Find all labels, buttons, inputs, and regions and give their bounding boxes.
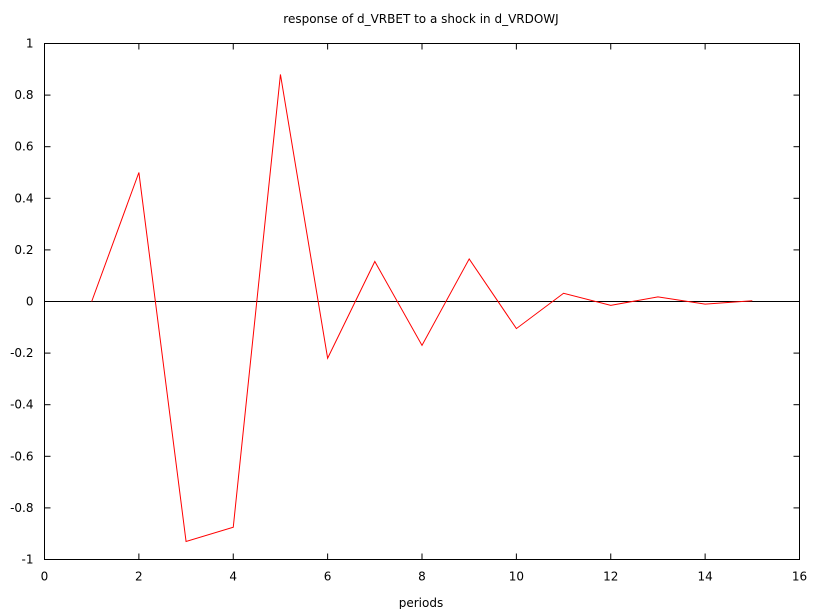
y-tick-label: 0.6 [14,140,33,154]
data-point [563,293,564,294]
data-point [705,304,706,305]
data-point [233,527,234,528]
data-point [752,300,753,301]
y-tick-label: 0 [26,295,34,309]
data-point [91,301,92,302]
x-tick-label: 8 [418,570,426,584]
data-point [516,328,517,329]
series-layer [91,74,753,543]
y-tick-label: 0.2 [14,243,33,257]
data-point [374,261,375,262]
x-tick-label: 6 [324,570,332,584]
data-point [469,258,470,259]
y-tick-label: 1 [26,37,34,51]
data-point [138,172,139,173]
data-point [422,345,423,346]
y-tick-label: -0.4 [10,398,33,412]
x-tick-label: 16 [792,570,807,584]
x-tick-label: 14 [697,570,712,584]
y-tick-label: 0.8 [14,88,33,102]
x-tick-label: 12 [603,570,618,584]
series-line [91,74,753,543]
y-tick-label: -1 [22,553,34,567]
axis-tick-labels: 0 2 4 6 8 10 12 14 16 -1 -0.8 -0.6 -0.4 -0.2 0 0.2 0.4 0.… [10,37,807,584]
y-tick-label: 0.4 [14,191,33,205]
data-point [186,541,187,542]
x-tick-label: 4 [229,570,237,584]
data-point [610,305,611,306]
y-tick-label: -0.8 [10,501,33,515]
data-point [327,358,328,359]
x-tick-label: 0 [41,570,49,584]
x-axis-label: periods [399,596,443,609]
y-tick-label: -0.6 [10,449,33,463]
data-point [280,74,281,75]
chart-title: response of d_VRBET to a shock in d_VRDO… [283,12,558,26]
data-point [657,296,658,297]
x-tick-label: 2 [135,570,143,584]
axis-ticks [44,43,800,560]
y-tick-label: -0.2 [10,346,33,360]
x-tick-label: 10 [509,570,524,584]
